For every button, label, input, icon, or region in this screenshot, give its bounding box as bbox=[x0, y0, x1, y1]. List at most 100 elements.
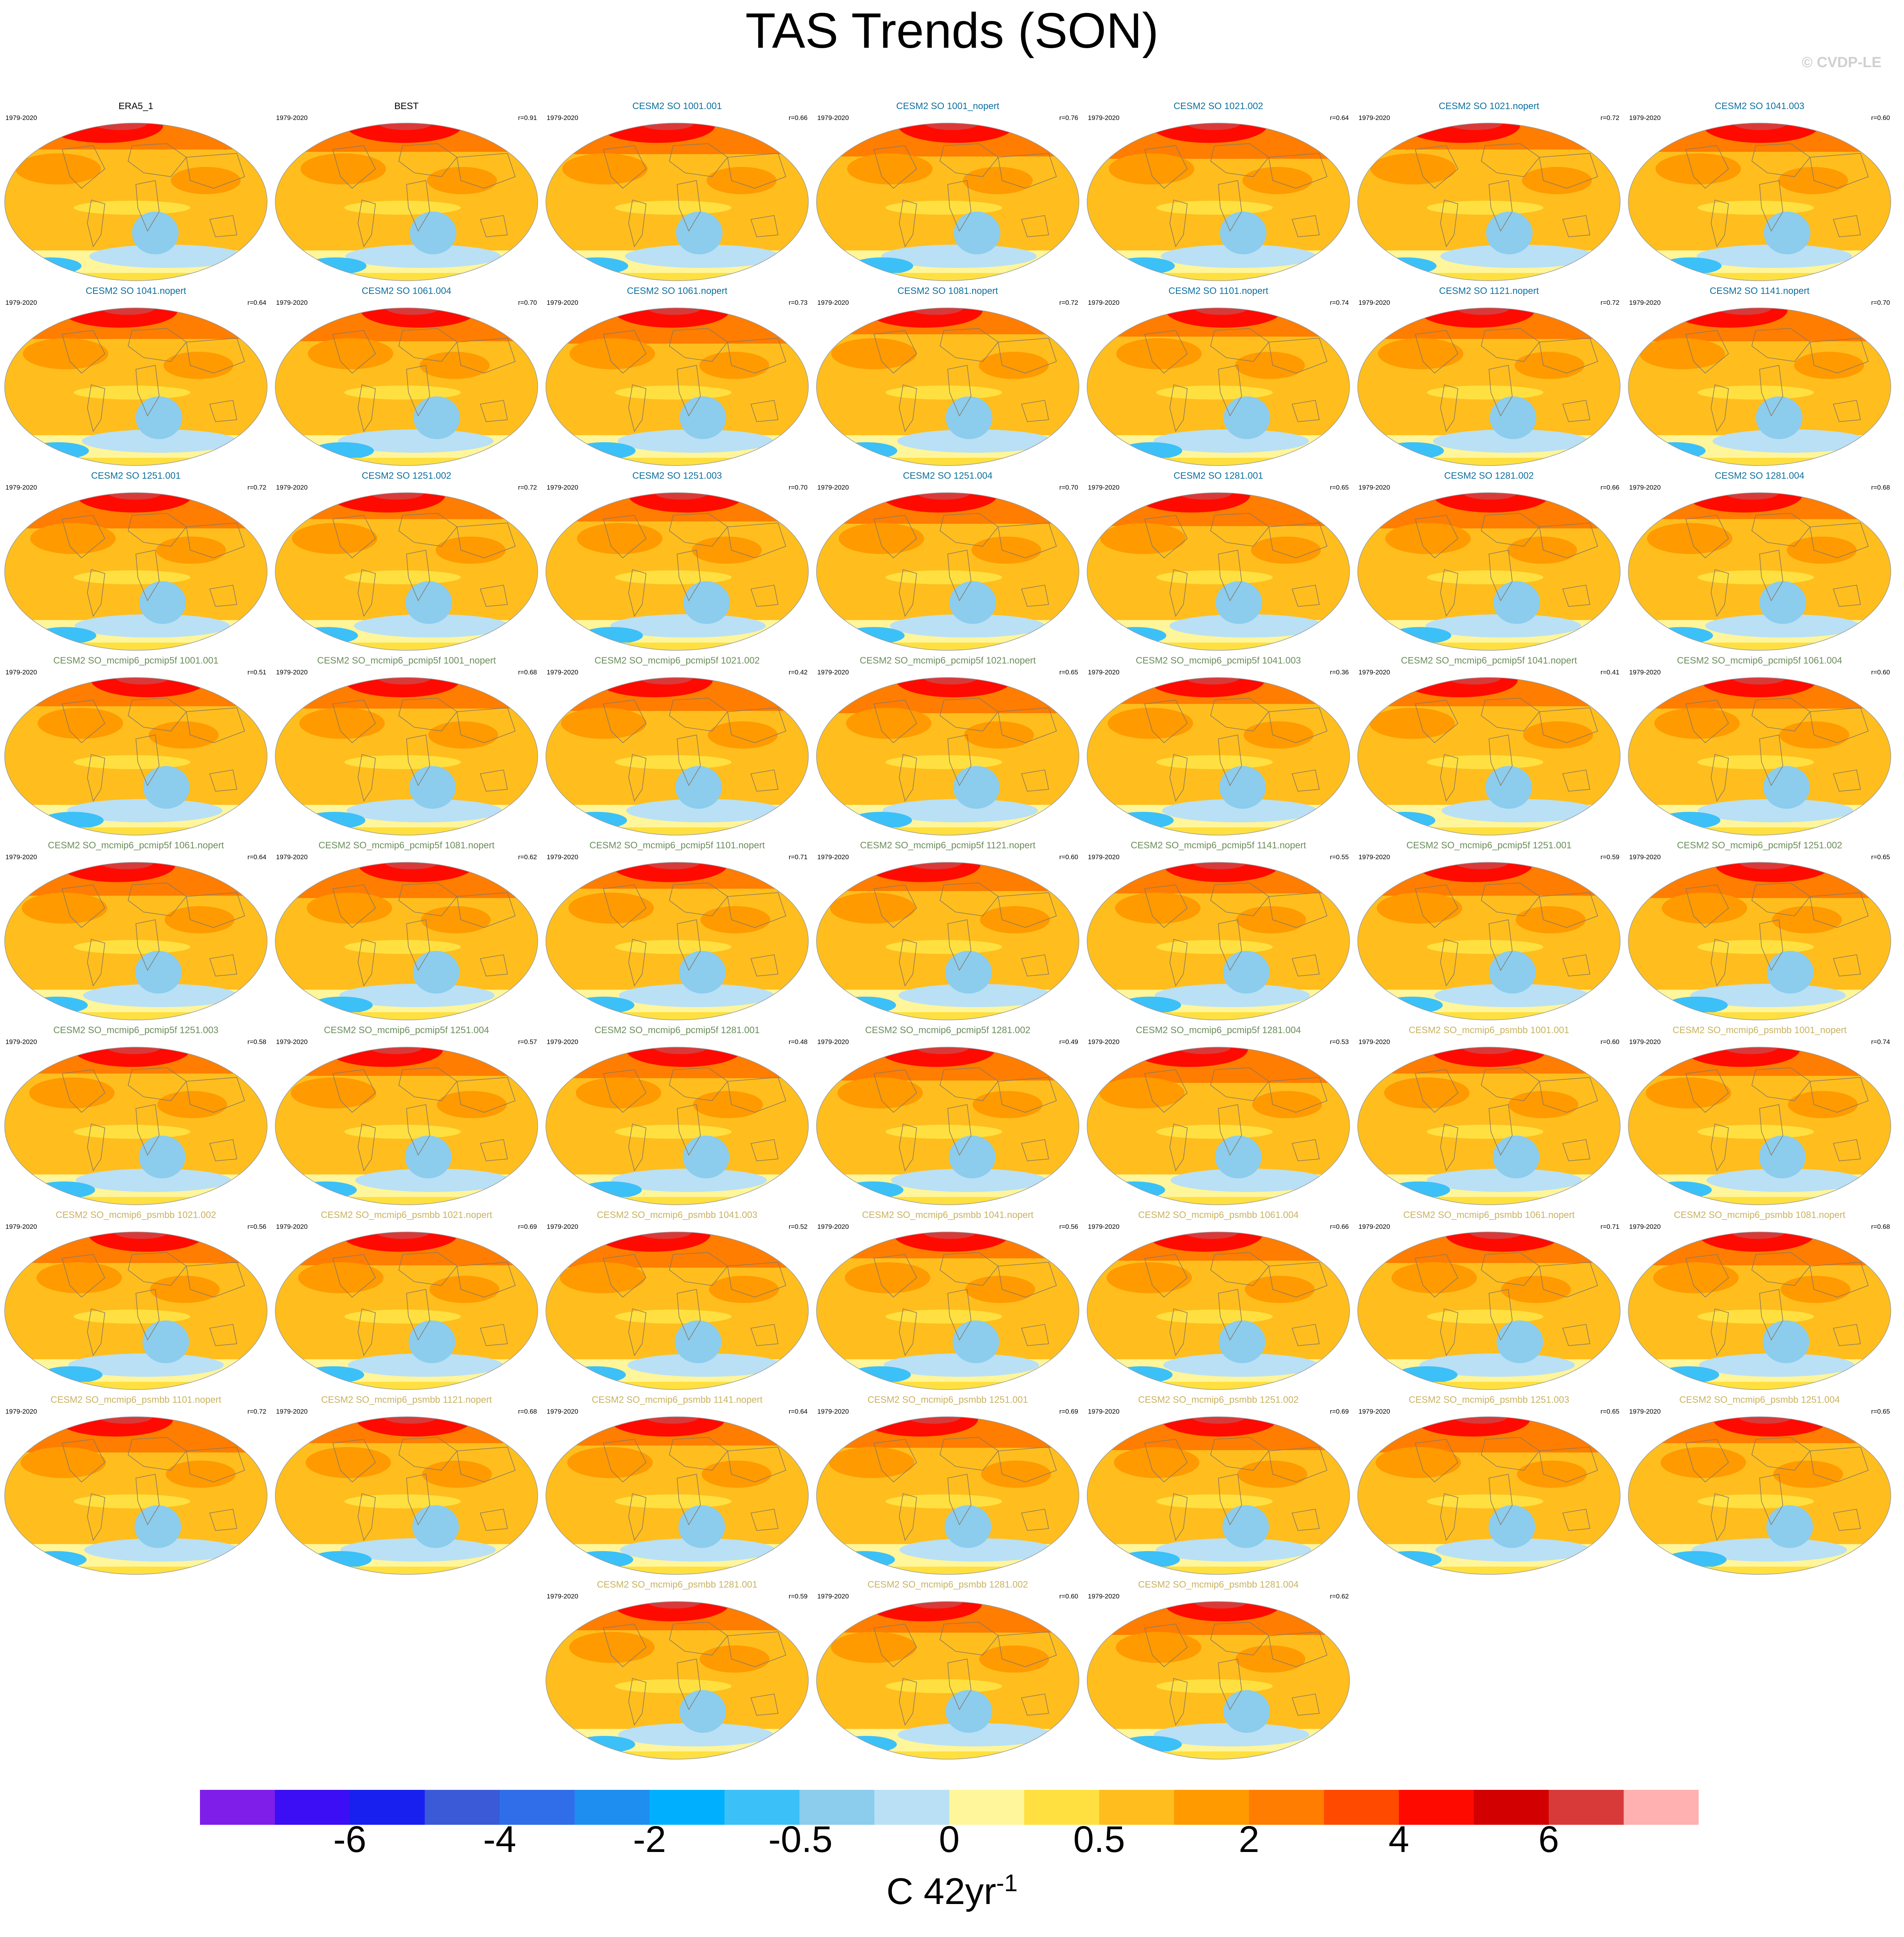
map-panel: CESM2 SO 1061.nopert 1979-2020 r=0.73 bbox=[541, 286, 813, 468]
tropical-band bbox=[886, 755, 1002, 769]
warm-patch bbox=[1523, 721, 1593, 749]
coastline bbox=[186, 707, 245, 743]
warm-patch bbox=[1235, 352, 1305, 379]
coastline bbox=[1833, 400, 1861, 422]
coastline bbox=[1481, 698, 1540, 731]
warm-patch bbox=[577, 523, 662, 554]
cooling-patch bbox=[1161, 245, 1316, 268]
coastline bbox=[998, 707, 1057, 743]
map-panel: CESM2 SO_mcmip6_psmbb 1281.001 1979-2020 r… bbox=[541, 1579, 813, 1762]
panel-period: 1979-2020 bbox=[1629, 1223, 1661, 1230]
pacific-cooling bbox=[1763, 1320, 1809, 1363]
coastline bbox=[998, 153, 1057, 189]
map-outline bbox=[1628, 492, 1891, 651]
cooling-core bbox=[1104, 627, 1166, 644]
warm-patch bbox=[1252, 1091, 1322, 1118]
coastline bbox=[1291, 1139, 1320, 1161]
coastline bbox=[1810, 1262, 1869, 1298]
panel-period: 1979-2020 bbox=[1088, 1223, 1120, 1230]
panel-period: 1979-2020 bbox=[547, 114, 578, 122]
panel-pattern-correlation: r=0.65 bbox=[1871, 1408, 1890, 1415]
cooling-patch bbox=[1699, 1353, 1854, 1377]
map-panel: CESM2 SO 1251.004 1979-2020 r=0.70 bbox=[812, 471, 1084, 653]
coastline bbox=[603, 884, 646, 928]
warm-patch bbox=[1109, 153, 1194, 184]
cooling-patch bbox=[881, 245, 1037, 268]
warm-patch bbox=[1376, 1447, 1461, 1478]
cooling-core bbox=[843, 627, 905, 644]
tropical-band bbox=[74, 570, 190, 584]
coastline bbox=[457, 523, 516, 558]
coastline bbox=[1268, 338, 1328, 374]
warm-patch bbox=[707, 167, 777, 194]
coastline bbox=[1169, 754, 1188, 802]
coastline bbox=[750, 1324, 778, 1346]
warm-patch bbox=[165, 906, 235, 933]
coastline bbox=[1751, 1067, 1811, 1101]
coastline bbox=[750, 400, 778, 422]
antarctic-coast bbox=[816, 1751, 1079, 1759]
antarctic-coast bbox=[1358, 1197, 1620, 1205]
coastline bbox=[1759, 735, 1783, 786]
panel-pattern-correlation: r=0.68 bbox=[1871, 484, 1890, 491]
coastline bbox=[998, 523, 1057, 558]
panel-period: 1979-2020 bbox=[1359, 1223, 1390, 1230]
colorbar-box bbox=[874, 1790, 950, 1825]
coastline bbox=[1291, 770, 1320, 792]
antarctic-coast bbox=[275, 1567, 538, 1574]
map-panel: CESM2 SO 1251.002 1979-2020 r=0.72 bbox=[271, 471, 542, 653]
arctic-peak bbox=[114, 1232, 169, 1239]
warm-patch bbox=[692, 537, 762, 564]
cooling-patch bbox=[618, 1723, 773, 1746]
map-panel: CESM2 SO_mcmip6_pcmip5f 1061.nopert 1979-… bbox=[0, 840, 272, 1023]
robinson-map bbox=[4, 492, 268, 651]
coastline bbox=[1489, 180, 1513, 232]
map-panel: CESM2 SO 1061.004 1979-2020 r=0.70 bbox=[271, 286, 542, 468]
coastline bbox=[1833, 1324, 1861, 1346]
arctic-peak bbox=[1731, 1232, 1785, 1239]
warm-patch bbox=[700, 1645, 770, 1673]
panel-pattern-correlation: r=0.70 bbox=[518, 299, 537, 306]
warm-patch bbox=[1242, 167, 1312, 194]
tropical-band bbox=[886, 940, 1002, 954]
coastline bbox=[677, 180, 701, 232]
colorbar-box bbox=[1399, 1790, 1474, 1825]
panel-pattern-correlation: r=0.66 bbox=[1330, 1223, 1349, 1230]
coastline bbox=[136, 1474, 160, 1525]
panel-title: CESM2 SO_mcmip6_pcmip5f 1061.nopert bbox=[48, 840, 224, 851]
colorbar-tick-label: 2 bbox=[1239, 1819, 1259, 1860]
coastline bbox=[1711, 384, 1729, 432]
coastline bbox=[128, 1067, 187, 1101]
coastline bbox=[1539, 1077, 1598, 1113]
cooling-patch bbox=[75, 614, 230, 638]
coastline bbox=[128, 328, 187, 362]
panel-pattern-correlation: r=0.65 bbox=[1871, 853, 1890, 861]
coastline bbox=[1268, 892, 1328, 928]
coastline bbox=[940, 1622, 999, 1656]
warm-patch bbox=[21, 1447, 106, 1478]
coastline bbox=[1810, 1447, 1869, 1482]
map-outline bbox=[545, 1416, 809, 1575]
coastline bbox=[406, 735, 430, 786]
tropical-band bbox=[344, 570, 461, 584]
panel-title: CESM2 SO_mcmip6_psmbb 1061.004 bbox=[1138, 1210, 1299, 1220]
coastline bbox=[1489, 365, 1513, 417]
panel-title: CESM2 SO_mcmip6_psmbb 1281.002 bbox=[867, 1579, 1028, 1590]
pacific-cooling bbox=[1490, 396, 1536, 439]
coastline bbox=[940, 328, 999, 362]
panel-title: CESM2 SO 1251.003 bbox=[632, 471, 722, 481]
pacific-cooling bbox=[949, 1136, 995, 1178]
coastline bbox=[727, 338, 787, 374]
panel-title: CESM2 SO_mcmip6_pcmip5f 1251.002 bbox=[1677, 840, 1842, 851]
panel-pattern-correlation: r=0.51 bbox=[247, 669, 266, 676]
map-panel: CESM2 SO_mcmip6_psmbb 1021.nopert 1979-20… bbox=[271, 1210, 542, 1392]
coastline bbox=[1021, 215, 1049, 237]
pacific-cooling bbox=[952, 1320, 999, 1363]
robinson-map bbox=[816, 307, 1079, 466]
cooling-core bbox=[304, 257, 367, 274]
coastline bbox=[899, 569, 917, 617]
warm-patch bbox=[562, 153, 648, 184]
warm-patch bbox=[693, 1091, 763, 1118]
arctic-peak bbox=[922, 1232, 977, 1239]
colorbar-box bbox=[200, 1790, 275, 1825]
